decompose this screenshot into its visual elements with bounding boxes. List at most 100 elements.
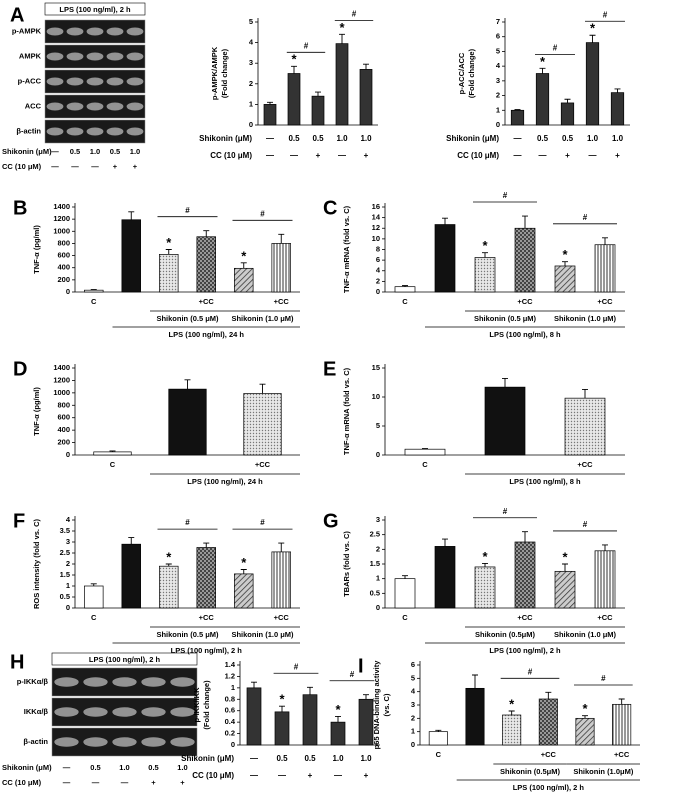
- blot-band: [126, 77, 144, 86]
- treatment-value: —: [51, 162, 59, 171]
- treatment-value: —: [250, 754, 258, 763]
- y-tick-label: 800: [57, 238, 70, 247]
- y-tick-label: 0.6: [225, 706, 235, 715]
- y-tick-label: 200: [57, 438, 70, 447]
- blot-band: [126, 52, 144, 61]
- treatment-value: +: [364, 151, 369, 160]
- y-tick-label: 1200: [53, 214, 70, 223]
- error-bar: [165, 563, 172, 567]
- treatment-value: 1.0: [177, 763, 187, 772]
- blot-band: [83, 707, 108, 717]
- bar: [358, 698, 374, 746]
- panel-letter: H: [10, 651, 24, 673]
- bar: [311, 95, 325, 126]
- treatment-label: CC (10 μM): [2, 162, 42, 171]
- blot-band: [106, 77, 124, 86]
- blot-band: [54, 707, 79, 717]
- error-bar: [602, 237, 608, 245]
- blot-row-label: AMPK: [19, 51, 42, 60]
- bar: [434, 224, 456, 293]
- y-tick-label: 7: [496, 17, 500, 26]
- y-tick-label: 1200: [53, 375, 70, 384]
- error-bar: [442, 538, 448, 547]
- error-bar: [614, 88, 621, 93]
- comparison-label: #: [260, 518, 265, 527]
- group-label: LPS (100 ng/ml), 2 h: [489, 646, 561, 655]
- treatment-value: 0.5: [304, 754, 316, 763]
- y-tick-label: 400: [57, 263, 70, 272]
- treatment-value: 0.5: [276, 754, 288, 763]
- comparison-label: #: [583, 213, 588, 222]
- y-tick-label: 2: [376, 276, 380, 285]
- treatment-value: 1.0: [587, 134, 599, 143]
- group-label: Shikonin (0.5 μM): [156, 314, 219, 323]
- y-tick-label: 10: [372, 234, 380, 243]
- x-tick-label: C: [402, 297, 408, 306]
- group-label: LPS (100 ng/ml), 8 h: [509, 477, 581, 486]
- treatment-value: 0.5: [70, 147, 80, 156]
- x-tick-label: C: [422, 460, 428, 469]
- bar: [560, 102, 575, 126]
- comparison-label: #: [185, 518, 190, 527]
- treatment-value: +: [565, 151, 570, 160]
- blot-band: [46, 27, 64, 36]
- y-tick-label: 2.5: [370, 530, 380, 539]
- y-tick-label: 6: [496, 32, 500, 41]
- bar: [434, 546, 456, 609]
- treatment-value: 0.5: [90, 763, 100, 772]
- y-axis-label: TNF-α mRNA (fold vs. C): [342, 367, 351, 455]
- significance-star: *: [562, 549, 568, 564]
- significance-star: *: [166, 549, 172, 564]
- y-tick-label: 1.4: [225, 660, 236, 669]
- bar: [484, 386, 526, 456]
- bar: [274, 711, 290, 746]
- error-bar: [278, 233, 285, 244]
- error-bar: [339, 33, 345, 44]
- blot-row-label: β-actin: [16, 126, 41, 135]
- bar: [474, 566, 496, 609]
- blot-band: [141, 737, 166, 747]
- panel-letter: C: [323, 197, 337, 219]
- blot-band: [170, 677, 195, 687]
- group-label: Shikonin (1.0 μM): [554, 314, 617, 323]
- treatment-value: 0.5: [562, 134, 574, 143]
- blot-row-label: IKKα/β: [24, 707, 49, 716]
- blot-band: [54, 677, 79, 687]
- panel-letter: D: [13, 358, 27, 380]
- y-tick-label: 16: [372, 202, 380, 211]
- error-bar: [203, 542, 210, 548]
- x-tick-label: +CC: [274, 297, 290, 306]
- bar: [263, 104, 277, 126]
- comparison-label: #: [601, 674, 606, 683]
- error-bar: [508, 710, 515, 715]
- y-tick-label: 3: [496, 76, 500, 85]
- y-tick-label: 2: [496, 91, 500, 100]
- bar: [594, 550, 616, 609]
- bar: [335, 43, 349, 126]
- blot-row-label: ACC: [25, 101, 42, 110]
- error-bar: [564, 98, 571, 103]
- y-tick-label: 2: [249, 79, 253, 88]
- x-tick-label: +CC: [541, 750, 557, 759]
- error-bar: [279, 705, 285, 712]
- group-label: Shikonin (0.5 μM): [156, 630, 219, 639]
- treatment-value: —: [514, 151, 522, 160]
- y-tick-label: 0: [231, 740, 235, 749]
- blot-band: [86, 102, 104, 111]
- y-tick-label: 0: [376, 603, 380, 612]
- bar: [535, 73, 550, 126]
- blot-band: [170, 737, 195, 747]
- bar: [196, 547, 216, 609]
- treatment-value: 1.0: [130, 147, 140, 156]
- y-axis-label: TNF-α (pg/ml): [32, 225, 41, 274]
- y-tick-label: 3: [66, 537, 70, 546]
- bar: [246, 687, 262, 746]
- blot-band: [112, 737, 137, 747]
- x-tick-label: C: [436, 750, 442, 759]
- bar: [428, 731, 448, 746]
- blot-band: [46, 102, 64, 111]
- x-tick-label: +CC: [597, 613, 613, 622]
- treatment-value: +: [364, 771, 369, 780]
- error-bar: [267, 101, 273, 105]
